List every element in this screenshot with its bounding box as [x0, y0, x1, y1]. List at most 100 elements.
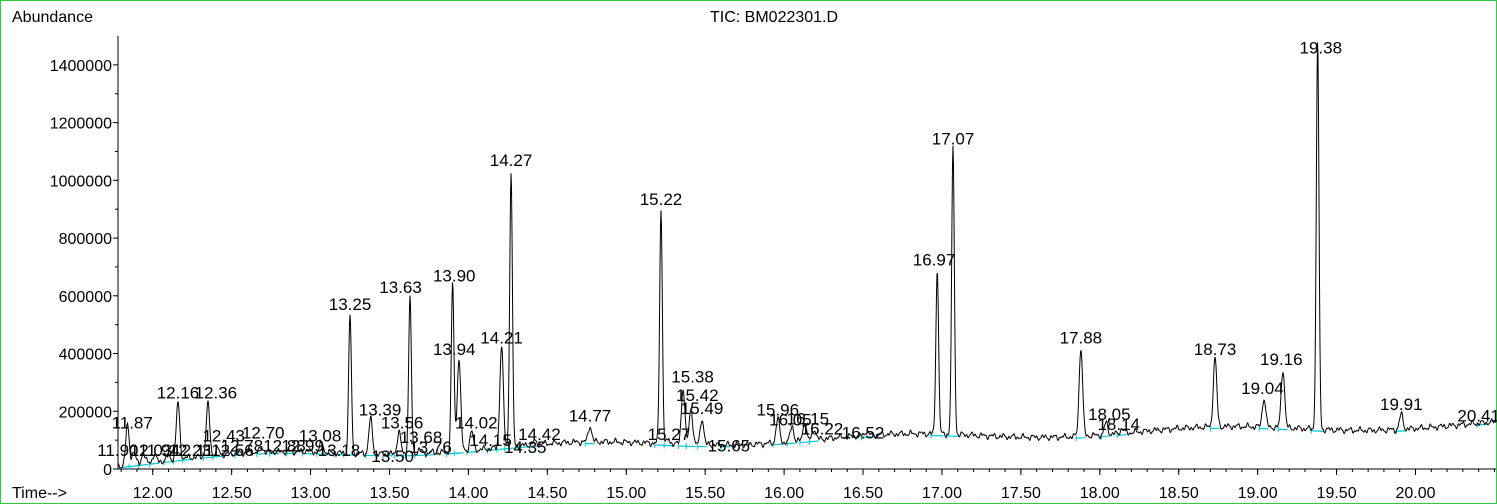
y-tick-label: 1400000 [50, 58, 112, 75]
peak-label: 14.77 [569, 406, 612, 425]
x-tick-label: 16.50 [843, 485, 883, 502]
peak-label: 14.02 [455, 414, 498, 433]
x-tick-label: 16.00 [764, 485, 804, 502]
peak-label: 12.0312.11 [130, 441, 214, 460]
peak-label: 12.16 [157, 383, 200, 402]
chart-title: TIC: BM022301.D [710, 9, 838, 26]
peak-baseline [773, 443, 783, 446]
x-tick-label: 12.00 [133, 485, 173, 502]
peak-baseline [487, 449, 497, 452]
x-tick-label: 15.50 [685, 485, 725, 502]
tic-trace [117, 42, 1497, 469]
peak-baseline [212, 455, 223, 458]
x-tick-label: 12.50 [212, 485, 252, 502]
axes: 0 200000 400000 600000 800000 1000000 1200000 1… [50, 36, 1496, 502]
peak-baseline [504, 447, 518, 450]
peak-baseline [861, 436, 871, 438]
peak-baseline [799, 441, 810, 444]
peak-label: 16.15 [787, 409, 830, 428]
x-tick-label: 13.50 [369, 485, 409, 502]
peak-baseline [809, 440, 819, 443]
x-tick-label: 18.00 [1080, 485, 1120, 502]
peak-label: 20.41 [1457, 406, 1497, 425]
peak-label: 16.05 [769, 411, 812, 430]
peak-label: 11.9011.94 [97, 441, 180, 460]
peak-label: 13.50 [371, 447, 414, 466]
peak-label: 14.42 [518, 425, 561, 444]
x-tick-label: 17.50 [1001, 485, 1041, 502]
y-tick-label: 1000000 [50, 173, 112, 190]
peak-label: 13.94 [433, 340, 476, 359]
y-tick-label: 1200000 [50, 116, 112, 133]
peak-label: 14.21 [480, 328, 523, 347]
peak-label: 15.96 [757, 401, 800, 420]
peak-label: 13.76 [409, 438, 452, 457]
peak-label: 19.91 [1380, 395, 1423, 414]
x-tick-label: 14.00 [448, 485, 488, 502]
peak-label: 14.35 [504, 438, 547, 457]
peak-label: 15.27 [648, 425, 691, 444]
y-tick-label: 400000 [59, 347, 112, 364]
peak-label: 18.14 [1097, 415, 1140, 434]
peak-label: 16.22 [801, 419, 844, 438]
peak-label: 15.42 [676, 386, 719, 405]
peak-label: 13.25 [329, 295, 372, 314]
y-tick-label: 800000 [59, 231, 112, 248]
peak-label: 13.63 [379, 278, 422, 297]
peak-baseline [138, 463, 149, 467]
peak-label: 17.07 [932, 129, 975, 148]
peak-label: 19.04 [1241, 379, 1284, 398]
x-tick-label: 19.00 [1238, 485, 1278, 502]
x-tick-label: 13.00 [291, 485, 331, 502]
peak-label: 12.99 [281, 437, 324, 456]
peak-label: 15.49 [681, 399, 724, 418]
peak-label: 15.38 [671, 367, 714, 386]
peak-label: 15.22 [640, 190, 683, 209]
peak-label: 13.39 [359, 401, 402, 420]
peak-label: 12.70 [242, 424, 285, 443]
y-tick-label: 600000 [59, 289, 112, 306]
peak-label: 12.7812.88 [221, 437, 306, 456]
y-tick-label: 200000 [59, 404, 112, 421]
peak-label: 13.68 [400, 428, 443, 447]
peak-baseline [173, 459, 183, 463]
peak-baseline [518, 446, 529, 449]
peak-label: 19.38 [1300, 38, 1343, 57]
x-tick-label: 15.00 [606, 485, 646, 502]
peak-baseline [454, 452, 464, 455]
peak-label: 13.08 [299, 427, 342, 446]
x-tick-label: 18.50 [1159, 485, 1199, 502]
peak-label: 12.43 [202, 427, 245, 446]
peak-baseline [787, 442, 797, 445]
peak-label: 13.90 [433, 266, 476, 285]
peak-label: 15.65 [708, 437, 751, 456]
peak-baseline [149, 462, 160, 465]
y-tick-label: 0 [103, 462, 112, 479]
peak-baseline [1311, 430, 1324, 432]
peak-label: 18.73 [1194, 340, 1237, 359]
peak-baseline [203, 456, 213, 459]
peak-label: 11.87 [112, 414, 153, 433]
peak-baseline [182, 458, 193, 461]
peak-label: 13.56 [381, 414, 424, 433]
peak-label: 16.97 [913, 250, 956, 269]
x-tick-label: 14.50 [527, 485, 567, 502]
peak-label: 16.52 [842, 424, 885, 443]
peak-label: 13.18 [318, 441, 361, 460]
peak-label: 18.05 [1088, 405, 1131, 424]
peak-baseline [128, 464, 139, 468]
x-tick-label: 17.00 [922, 485, 962, 502]
peak-label: 14.15 [469, 431, 512, 450]
x-tick-label: 19.50 [1317, 485, 1357, 502]
trace-layer [117, 42, 1497, 469]
peak-label: 17.88 [1060, 328, 1103, 347]
peak-label: 19.16 [1260, 350, 1303, 369]
peak-label: 12.36 [195, 383, 238, 402]
x-tick-label: 20.00 [1395, 485, 1435, 502]
peak-baseline [1101, 435, 1111, 438]
peak-label: 14.27 [490, 151, 533, 170]
peak-baseline [466, 451, 477, 454]
y-axis-label: Abundance [12, 9, 93, 26]
